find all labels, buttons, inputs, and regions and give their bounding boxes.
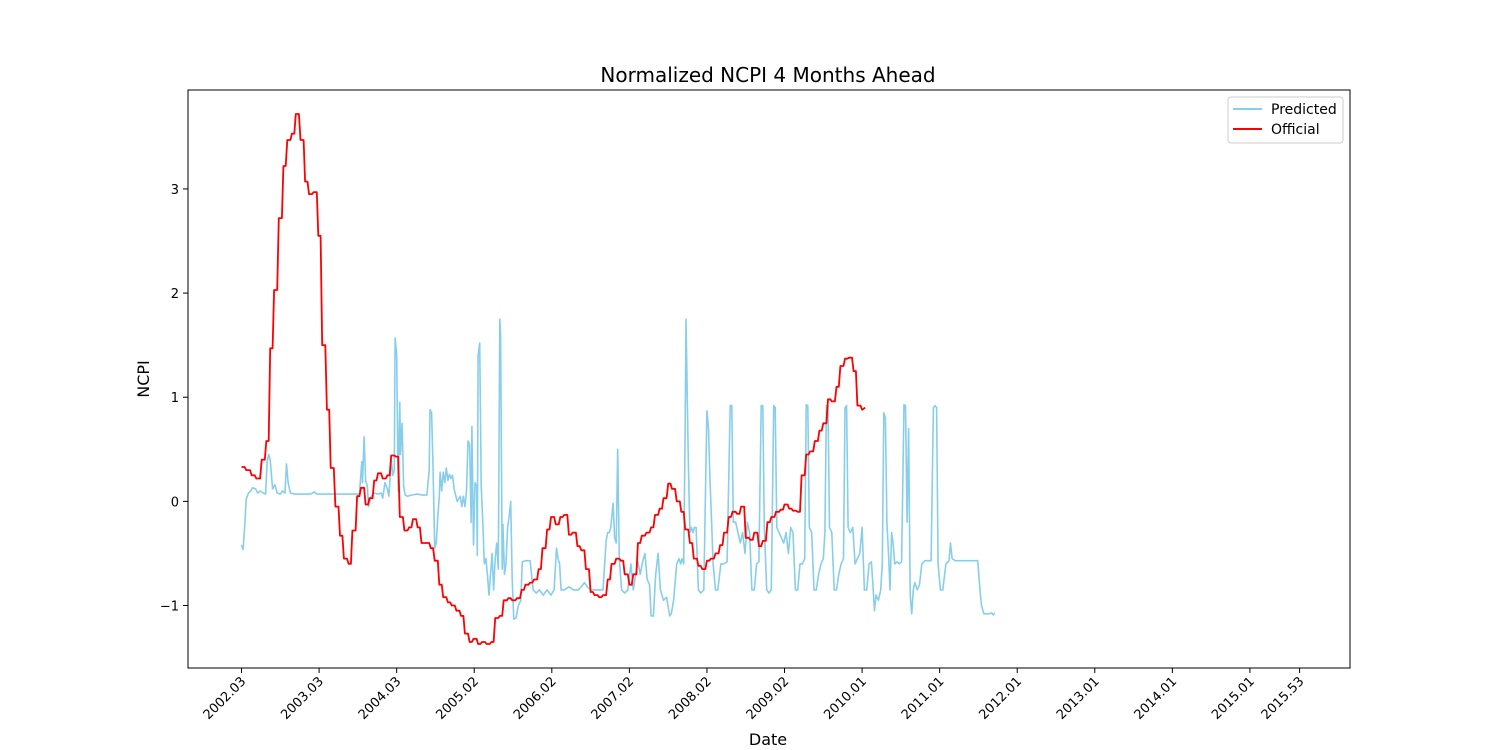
legend-label-official: Official <box>1271 122 1320 138</box>
legend: Predicted Official <box>1227 96 1344 144</box>
y-axis: −1 0 1 2 3 <box>160 183 188 615</box>
y-tick-label: 1 <box>171 391 179 406</box>
y-tick-label: 0 <box>171 495 179 510</box>
plot-frame <box>187 89 1351 669</box>
legend-label-predicted: Predicted <box>1271 102 1337 118</box>
series-line-official <box>241 113 866 645</box>
y-tick-label: 2 <box>171 287 179 302</box>
chart-title: Normalized NCPI 4 Months Ahead <box>600 63 935 87</box>
x-axis-label: Date <box>749 730 787 749</box>
y-tick-label: −1 <box>160 600 179 615</box>
y-tick-label: 3 <box>171 183 179 198</box>
y-axis-label: NCPI <box>134 360 153 398</box>
plot-area <box>240 113 996 645</box>
